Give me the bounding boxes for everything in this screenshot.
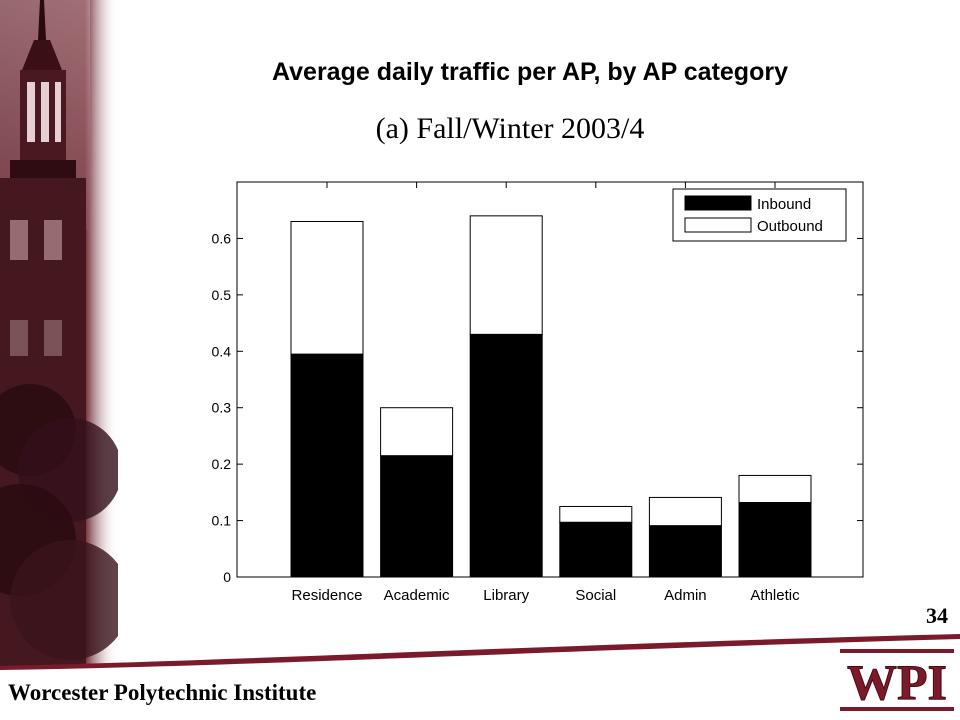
legend-swatch-outbound (684, 217, 752, 233)
y-tick-label: 0.4 (212, 343, 232, 359)
legend-label-outbound: Outbound (757, 218, 823, 235)
legend-swatch-inbound (684, 195, 752, 211)
campus-tower-photo (0, 0, 118, 668)
legend: Inbound Outbound (672, 188, 847, 242)
y-tick-label: 0.3 (212, 400, 232, 416)
chart-title: (a) Fall/Winter 2003/4 (375, 112, 645, 145)
y-tick-label: 0 (223, 569, 231, 585)
y-tick-label: 0.5 (212, 287, 232, 303)
slide-title: Average daily traffic per AP, by AP cate… (272, 58, 788, 86)
footer-swoosh (0, 634, 960, 670)
x-tick-label: Residence (292, 587, 363, 604)
legend-label-inbound: Inbound (757, 196, 811, 213)
y-tick-label: 0.1 (212, 513, 232, 529)
bar-inbound-admin (648, 525, 722, 578)
x-tick-label: Admin (664, 587, 707, 604)
x-tick-label: Athletic (750, 587, 800, 604)
svg-text:WPI: WPI (847, 654, 947, 710)
x-tick-label: Library (483, 587, 529, 604)
bar-outbound-social (559, 505, 633, 523)
bar-inbound-library (469, 333, 543, 578)
y-tick-label: 0.2 (212, 456, 232, 472)
bar-outbound-residence (290, 221, 364, 355)
bar-outbound-academic (380, 407, 454, 457)
bar-outbound-admin (648, 496, 722, 527)
bar-inbound-academic (380, 455, 454, 578)
bar-outbound-library (469, 215, 543, 335)
x-tick-label: Social (575, 587, 616, 604)
slide-number: 34 (926, 603, 948, 628)
footer-institution-name: Worcester Polytechnic Institute (8, 680, 317, 705)
x-tick-label: Academic (384, 587, 450, 604)
wpi-logo: WPI (840, 649, 954, 711)
bar-inbound-residence (290, 353, 364, 578)
bar-inbound-social (559, 521, 633, 578)
bar-inbound-athletic (738, 502, 812, 578)
bar-outbound-athletic (738, 474, 812, 504)
y-tick-label: 0.6 (212, 230, 232, 246)
